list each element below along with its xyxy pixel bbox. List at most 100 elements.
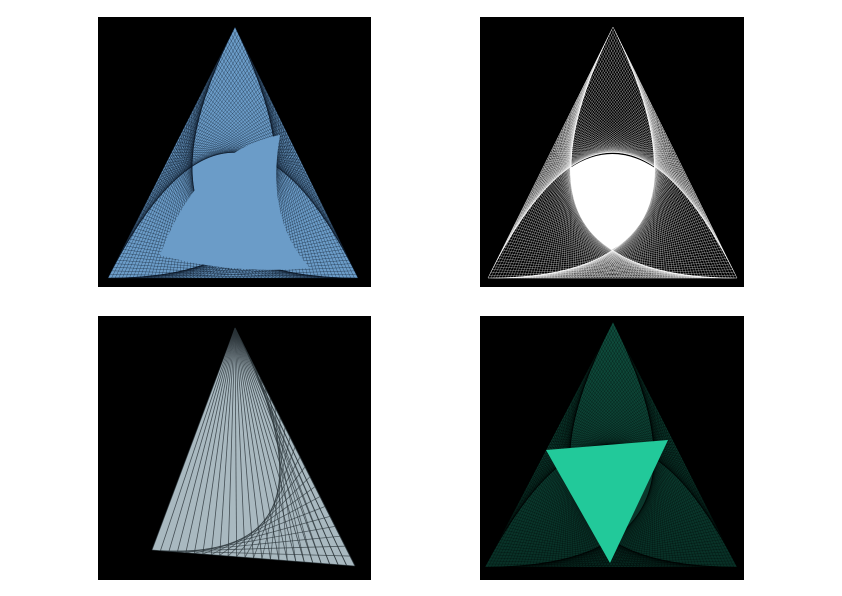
art-line	[234, 327, 246, 558]
art-line	[491, 560, 734, 568]
art-line	[499, 539, 709, 568]
art-line	[487, 324, 612, 568]
art-line	[176, 327, 236, 553]
blue-swirl	[160, 135, 310, 270]
art-line	[532, 520, 714, 568]
art-line	[234, 327, 254, 559]
art-line	[491, 334, 620, 555]
art-line	[153, 116, 280, 189]
green-triangle	[485, 322, 737, 567]
art-line	[563, 490, 699, 568]
art-line	[623, 343, 716, 568]
art-line	[617, 331, 728, 568]
art-line	[234, 327, 237, 557]
art-line	[118, 48, 246, 257]
art-line	[626, 349, 709, 568]
art-line	[525, 526, 717, 568]
art-line	[629, 355, 703, 568]
art-line	[637, 370, 687, 568]
art-line	[609, 328, 735, 561]
art-line	[510, 542, 725, 568]
art-line	[523, 395, 651, 494]
art-line	[535, 517, 713, 568]
art-line	[498, 38, 608, 279]
art-line	[499, 266, 732, 279]
art-line	[620, 435, 671, 568]
gray-lines	[151, 327, 356, 567]
art-line	[612, 321, 738, 568]
art-line	[505, 526, 697, 568]
art-line	[544, 508, 708, 568]
art-line	[115, 41, 243, 264]
art-line	[623, 432, 670, 568]
art-line	[489, 557, 728, 568]
art-line	[484, 321, 614, 568]
art-line	[519, 533, 720, 568]
art-line	[640, 377, 681, 568]
art-line	[610, 444, 676, 568]
art-line	[520, 389, 648, 500]
art-line	[604, 337, 730, 552]
art-line	[493, 272, 735, 279]
art-line	[490, 29, 612, 279]
art-line	[234, 327, 288, 561]
art-line	[503, 548, 728, 568]
art-line	[496, 35, 610, 279]
art-line	[645, 410, 659, 568]
art-line	[507, 46, 604, 279]
art-line	[646, 389, 668, 568]
art-line	[502, 355, 631, 534]
art-line	[618, 334, 725, 568]
art-line	[547, 505, 707, 568]
art-line	[604, 43, 729, 262]
art-line	[500, 536, 706, 568]
art-line	[521, 392, 649, 497]
green-lines	[484, 321, 738, 568]
art-line	[651, 398, 659, 568]
art-line	[249, 357, 330, 565]
art-line	[611, 324, 736, 565]
art-line	[496, 269, 733, 279]
art-line	[492, 551, 722, 568]
art-line	[576, 477, 693, 568]
art-line	[497, 346, 626, 543]
art-line	[160, 130, 287, 175]
art-line	[507, 545, 727, 568]
art-line	[486, 324, 615, 565]
art-line	[503, 358, 632, 531]
art-line	[111, 34, 239, 271]
art-line	[528, 404, 655, 485]
art-line	[615, 328, 731, 568]
art-line	[526, 401, 654, 488]
art-line	[516, 536, 722, 568]
green-inner-triangle	[546, 440, 668, 563]
art-line	[160, 327, 236, 551]
art-line	[487, 26, 614, 279]
art-line	[234, 327, 263, 559]
art-line	[631, 358, 700, 568]
art-line	[636, 367, 690, 568]
art-line	[504, 530, 700, 568]
art-line	[495, 343, 625, 546]
art-line	[566, 487, 697, 568]
art-line	[202, 327, 236, 555]
art-line	[613, 441, 674, 568]
art-line	[492, 337, 621, 552]
art-line	[607, 331, 733, 558]
art-line	[500, 352, 629, 537]
art-line	[531, 410, 659, 479]
art-line	[510, 370, 638, 519]
art-line	[155, 120, 281, 185]
art-line	[494, 331, 609, 568]
art-line	[494, 340, 623, 549]
art-line	[489, 331, 618, 558]
art-line	[491, 554, 725, 568]
art-line	[648, 407, 657, 568]
art-line	[569, 484, 696, 568]
art-line	[156, 123, 283, 182]
art-line	[488, 560, 731, 568]
art-line	[507, 364, 635, 525]
art-line	[107, 26, 236, 279]
art-line	[500, 551, 730, 568]
